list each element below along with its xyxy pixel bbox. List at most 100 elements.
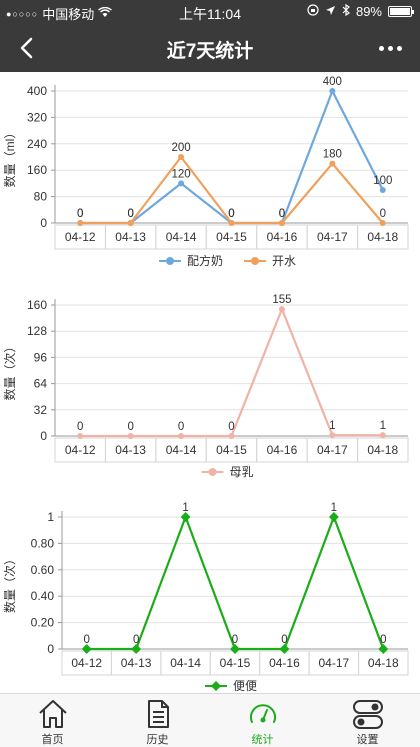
home-icon	[36, 698, 70, 730]
data-point	[127, 433, 134, 439]
bluetooth-icon	[342, 3, 350, 19]
x-tick-label: 04-12	[65, 443, 96, 457]
tab-settings-label: 设置	[356, 734, 379, 746]
data-point	[329, 432, 336, 439]
chart-stool: 数量（次） 0 0.20 0.40 0.60 0.80 1 04-12 04-13 04-14 04…	[0, 497, 420, 693]
back-button[interactable]	[8, 30, 44, 66]
chevron-left-icon	[20, 37, 33, 59]
x-tick-label: 04-17	[317, 230, 348, 244]
legend-marker	[208, 468, 217, 476]
data-label: 0	[232, 634, 238, 646]
data-point	[278, 220, 285, 226]
y-tick-label: 0.80	[31, 536, 55, 550]
data-label: 0	[84, 634, 90, 646]
data-point	[379, 432, 386, 439]
y-tick-label: 0	[40, 429, 47, 443]
nav-bar: 近7天统计	[0, 24, 420, 72]
y-tick-label: 96	[34, 350, 48, 364]
breastmilk-line-chart: 数量（次） 0 32 64 96 128 160 04-12 04-13 04-14 04-15 04…	[2, 294, 409, 479]
data-point	[127, 220, 134, 226]
tab-home[interactable]: 首页	[0, 694, 105, 747]
data-label: 0	[77, 208, 83, 220]
x-tick-label: 04-15	[216, 443, 247, 457]
y-axis-label: 数量（次）	[2, 340, 17, 400]
data-label: 0	[178, 421, 184, 433]
location-icon	[325, 4, 336, 19]
x-tick-label: 04-17	[319, 656, 350, 670]
data-point	[178, 433, 185, 439]
data-label: 0	[77, 208, 83, 220]
data-label: 0	[228, 208, 234, 220]
y-tick-label: 0.60	[31, 563, 55, 577]
data-label: 0	[279, 208, 285, 220]
wifi-icon	[98, 6, 113, 21]
more-button[interactable]	[370, 30, 410, 66]
data-point	[180, 512, 191, 522]
data-label: 0	[127, 208, 133, 220]
data-point	[378, 644, 389, 654]
tab-settings[interactable]: 设置	[315, 694, 420, 747]
document-icon	[141, 698, 175, 730]
data-point	[81, 644, 92, 654]
data-point	[279, 644, 290, 654]
x-tick-label: 04-16	[267, 443, 298, 457]
x-tick-label: 04-14	[166, 443, 197, 457]
data-point	[328, 512, 339, 522]
tab-history[interactable]: 历史	[105, 694, 210, 747]
data-label: 0	[279, 208, 285, 220]
data-label: 1	[380, 420, 386, 432]
more-dots-icon	[378, 45, 384, 51]
data-point	[379, 220, 386, 226]
series-line	[80, 307, 383, 438]
y-tick-label: 0	[47, 642, 54, 656]
x-tick-label: 04-15	[216, 230, 247, 244]
toggle-icon	[351, 698, 385, 730]
data-label: 0	[127, 208, 133, 220]
legend-label: 配方奶	[187, 253, 223, 268]
legend-label: 便便	[233, 679, 257, 693]
data-label: 0	[133, 634, 139, 646]
y-tick-label: 0	[40, 216, 47, 230]
x-tick-label: 04-17	[317, 443, 348, 457]
data-label: 0	[380, 634, 386, 646]
data-label: 0	[127, 421, 133, 433]
series-line	[86, 515, 385, 651]
y-tick-label: 160	[27, 298, 47, 312]
data-label: 180	[323, 149, 342, 161]
y-tick-label: 1	[47, 510, 54, 524]
data-label: 0	[77, 421, 83, 433]
data-point	[228, 433, 235, 439]
y-tick-label: 320	[27, 110, 47, 124]
x-tick-label: 04-12	[71, 656, 102, 670]
gauge-icon	[246, 698, 280, 730]
x-tick-label: 04-15	[220, 656, 251, 670]
carrier-label: 中国移动	[42, 7, 95, 22]
data-point	[379, 187, 386, 193]
status-bar: ●○○○○ 中国移动 上午11:04 89%	[0, 0, 420, 24]
y-tick-label: 240	[27, 137, 47, 151]
feeding-line-chart: 数量（ml） 0 80 160 240 320 400 04-12 04-13 04-14 04-1…	[2, 76, 409, 268]
data-label: 0	[228, 421, 234, 433]
y-tick-label: 80	[34, 190, 48, 204]
data-point	[228, 220, 235, 226]
data-point	[278, 306, 285, 313]
x-tick-label: 04-16	[267, 230, 298, 244]
page-title: 近7天统计	[166, 41, 254, 62]
tab-stats-label: 统计	[251, 734, 274, 746]
data-label: 0	[380, 208, 386, 220]
data-label: 0	[281, 634, 287, 646]
data-label: 120	[171, 168, 190, 180]
tab-history-label: 历史	[146, 734, 169, 746]
y-tick-label: 0.20	[31, 616, 55, 630]
battery-level	[390, 8, 410, 15]
chart-breastmilk: 数量（次） 0 32 64 96 128 160 04-12 04-13 04-14 04-15 04…	[0, 285, 420, 485]
x-tick-label: 04-13	[121, 656, 152, 670]
x-tick-label: 04-14	[166, 230, 197, 244]
battery-icon	[388, 6, 414, 17]
data-label: 100	[373, 175, 392, 187]
data-label: 155	[272, 294, 291, 306]
tab-stats[interactable]: 统计	[210, 694, 315, 747]
data-point	[329, 160, 336, 167]
x-tick-label: 04-18	[367, 443, 398, 457]
y-tick-label: 160	[27, 163, 47, 177]
